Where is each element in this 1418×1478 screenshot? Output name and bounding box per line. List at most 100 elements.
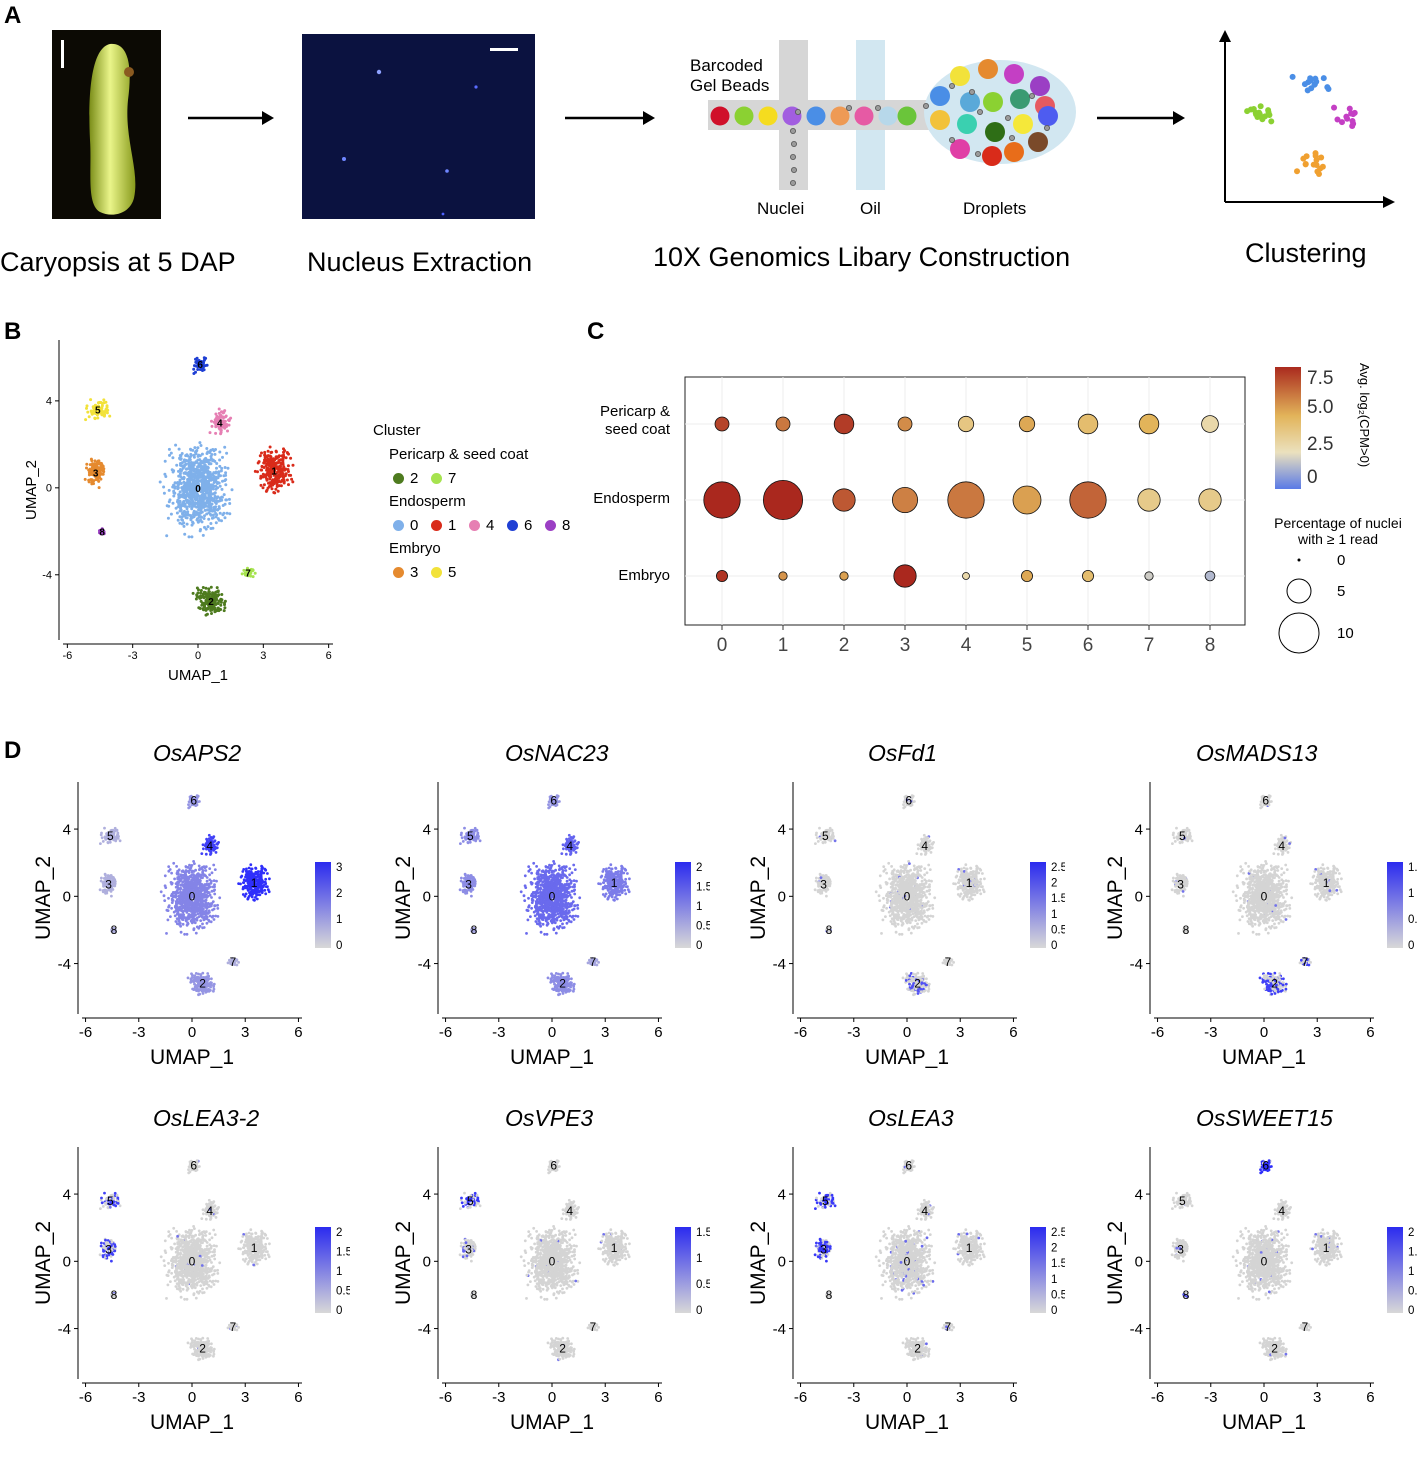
- expression-tick: 2: [336, 888, 342, 900]
- umap-point: [573, 879, 576, 882]
- umap-point: [559, 919, 562, 922]
- umap-point: [228, 498, 231, 501]
- umap-point: [547, 876, 550, 879]
- cluster-legend-item-2: 2: [393, 470, 418, 487]
- nucleus-dot: [342, 157, 346, 161]
- umap-point: [542, 918, 545, 921]
- umap-point: [217, 508, 220, 511]
- arrow-1: [186, 108, 276, 133]
- umap-point: [260, 865, 263, 868]
- umap-point: [210, 506, 213, 509]
- clustering-scatter: [1215, 28, 1400, 213]
- umap-point: [213, 988, 216, 991]
- dot-1-4: [948, 482, 984, 518]
- umap-point: [599, 883, 602, 886]
- umap-point: [269, 456, 272, 459]
- umap-point: [570, 896, 573, 899]
- umap-point: [567, 895, 570, 898]
- umap-point: [228, 502, 231, 505]
- umap-point: [178, 878, 181, 881]
- umap-point: [254, 867, 257, 870]
- umap-point: [554, 910, 557, 913]
- umap-point: [185, 484, 188, 487]
- umap-point: [224, 471, 227, 474]
- umap-point: [171, 901, 174, 904]
- umap-point: [245, 893, 248, 896]
- cluster-point: [1265, 107, 1271, 113]
- umap-point: [208, 474, 211, 477]
- umap-point: [223, 603, 226, 606]
- umap-point: [256, 470, 259, 473]
- umap-point: [116, 832, 119, 835]
- umap-point: [262, 473, 265, 476]
- umap-point: [219, 512, 222, 515]
- umap-point: [560, 912, 563, 915]
- x-tick-label: 0: [188, 1024, 196, 1041]
- umap-point: [165, 534, 168, 537]
- umap-point: [242, 893, 245, 896]
- umap-point: [527, 865, 530, 868]
- umap-point: [211, 871, 214, 874]
- umap-point: [103, 827, 106, 830]
- umap-point: [274, 488, 277, 491]
- umap-point: [204, 466, 207, 469]
- umap-point: [190, 497, 193, 500]
- umap-point: [213, 918, 216, 921]
- droplet: [1004, 142, 1024, 162]
- umap-point: [203, 888, 206, 891]
- umap-point: [186, 513, 189, 516]
- umap-point: [198, 516, 201, 519]
- umap-point: [85, 463, 88, 466]
- umap-point: [210, 896, 213, 899]
- umap-point: [178, 897, 181, 900]
- umap-point: [117, 837, 120, 840]
- umap-point: [559, 925, 562, 928]
- umap-point: [166, 909, 169, 912]
- umap-point: [184, 888, 187, 891]
- umap-point: [287, 464, 290, 467]
- stage-label-clustering: Clustering: [1245, 238, 1367, 269]
- umap-point: [99, 842, 102, 845]
- cluster-swatch: [431, 520, 442, 531]
- nucleus-particle: [790, 180, 795, 185]
- gel-bead: [759, 107, 778, 126]
- umap-point: [620, 865, 623, 868]
- umap-point: [602, 881, 605, 884]
- dot-x-tick: 8: [1205, 635, 1216, 656]
- umap-point: [260, 452, 263, 455]
- umap-point: [208, 878, 211, 881]
- umap-point: [191, 516, 194, 519]
- umap-point: [176, 917, 179, 920]
- umap-point: [199, 529, 202, 532]
- umap-point: [217, 602, 220, 605]
- umap-point: [546, 933, 549, 936]
- umap-point: [228, 418, 231, 421]
- umap-point: [220, 496, 223, 499]
- umap-point: [212, 477, 215, 480]
- umap-point: [221, 456, 224, 459]
- dot-x-tick: 1: [778, 635, 789, 656]
- umap-point: [214, 496, 217, 499]
- umap-point: [215, 851, 218, 854]
- dot-0-0: [715, 417, 729, 431]
- x-tick-label: -3: [128, 650, 138, 662]
- umap-point: [601, 870, 604, 873]
- umap-point: [216, 590, 219, 593]
- umap-point: [176, 499, 179, 502]
- umap-point: [563, 896, 566, 899]
- umap-point: [205, 593, 208, 596]
- umap-point: [213, 879, 216, 882]
- umap-point: [202, 459, 205, 462]
- umap-point: [614, 871, 617, 874]
- cluster-legend: Cluster Pericarp & seed coat Endosperm E…: [373, 422, 583, 592]
- stage-label-nucleus: Nucleus Extraction: [307, 247, 532, 278]
- expression-tick: 1: [336, 914, 342, 926]
- umap-point: [530, 907, 533, 910]
- y-axis-label: UMAP_2: [32, 856, 55, 940]
- y-tick-label: 0: [46, 483, 52, 495]
- umap-point: [263, 451, 266, 454]
- umap-point: [526, 909, 529, 912]
- umap-point: [166, 504, 169, 507]
- umap-point: [203, 874, 206, 877]
- cluster-legend-label: 7: [448, 470, 456, 487]
